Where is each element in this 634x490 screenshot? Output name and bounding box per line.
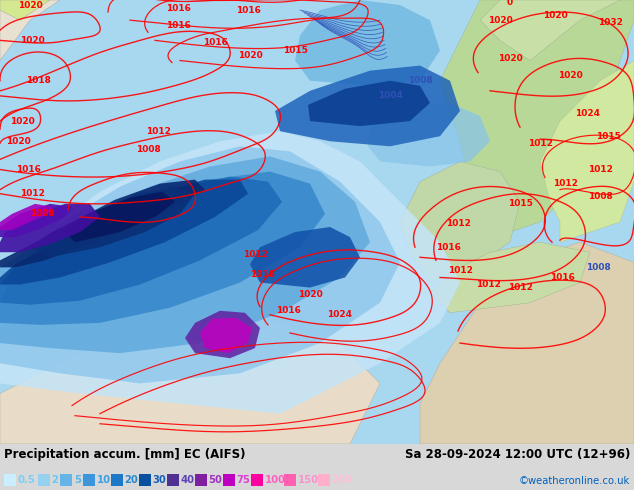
- Text: 1016: 1016: [550, 273, 574, 282]
- Polygon shape: [0, 131, 460, 414]
- Text: 2: 2: [51, 475, 58, 485]
- Text: 1008: 1008: [586, 263, 611, 272]
- Text: 30: 30: [153, 475, 166, 485]
- Text: 1008: 1008: [408, 76, 432, 85]
- Text: 1012: 1012: [243, 250, 268, 259]
- Bar: [223, 474, 235, 486]
- Text: 1016: 1016: [16, 165, 41, 174]
- Text: 20: 20: [124, 475, 138, 485]
- Text: 1015: 1015: [283, 46, 307, 55]
- Text: 1016: 1016: [202, 38, 228, 47]
- Text: 1016: 1016: [165, 21, 190, 30]
- Polygon shape: [30, 187, 195, 257]
- Text: 1015: 1015: [595, 132, 621, 141]
- Text: 1016: 1016: [165, 3, 190, 13]
- Bar: [110, 474, 122, 486]
- Text: 1012: 1012: [508, 283, 533, 292]
- Text: ©weatheronline.co.uk: ©weatheronline.co.uk: [519, 476, 630, 486]
- Text: 1018: 1018: [25, 76, 51, 85]
- Text: 1016: 1016: [236, 5, 261, 15]
- Text: 1016: 1016: [436, 243, 460, 252]
- Text: 1020: 1020: [18, 0, 42, 9]
- Text: 0.5: 0.5: [18, 475, 36, 485]
- Text: 200: 200: [332, 475, 352, 485]
- Polygon shape: [0, 172, 325, 325]
- Polygon shape: [400, 161, 520, 283]
- Text: 0: 0: [507, 0, 513, 6]
- Text: 1024: 1024: [576, 108, 600, 118]
- Polygon shape: [62, 192, 175, 242]
- Text: 1016: 1016: [250, 270, 275, 279]
- Polygon shape: [420, 242, 634, 444]
- Text: 1012: 1012: [446, 220, 470, 228]
- Polygon shape: [0, 176, 282, 305]
- Polygon shape: [0, 180, 248, 285]
- Text: 1012: 1012: [476, 280, 500, 289]
- Polygon shape: [0, 204, 100, 252]
- Text: 1024: 1024: [328, 310, 353, 319]
- Text: 75: 75: [236, 475, 250, 485]
- Text: 1004: 1004: [378, 91, 403, 100]
- Bar: [318, 474, 330, 486]
- Text: 1020: 1020: [488, 16, 512, 24]
- Text: 1008: 1008: [588, 192, 612, 201]
- Text: 1012: 1012: [20, 189, 44, 198]
- Text: 1032: 1032: [598, 18, 623, 26]
- Bar: [82, 474, 94, 486]
- Text: 1020: 1020: [20, 36, 44, 45]
- Text: 1020: 1020: [498, 54, 522, 63]
- Text: 1012: 1012: [448, 266, 472, 275]
- Polygon shape: [0, 204, 52, 230]
- Polygon shape: [185, 311, 260, 358]
- Text: 1016: 1016: [276, 306, 301, 315]
- Text: 5: 5: [74, 475, 81, 485]
- Bar: [138, 474, 150, 486]
- Bar: [195, 474, 207, 486]
- Bar: [284, 474, 296, 486]
- Polygon shape: [308, 81, 430, 126]
- Text: Precipitation accum. [mm] EC (AIFS): Precipitation accum. [mm] EC (AIFS): [4, 448, 245, 461]
- Text: 1008: 1008: [136, 145, 160, 154]
- Text: Sa 28-09-2024 12:00 UTC (12+96): Sa 28-09-2024 12:00 UTC (12+96): [404, 448, 630, 461]
- Polygon shape: [368, 103, 490, 167]
- Polygon shape: [440, 0, 634, 242]
- Text: 150: 150: [298, 475, 319, 485]
- Text: 1020: 1020: [543, 11, 567, 20]
- Polygon shape: [0, 204, 72, 237]
- Text: 1012: 1012: [553, 179, 578, 188]
- Polygon shape: [0, 147, 400, 383]
- Polygon shape: [0, 180, 205, 268]
- Text: 1008: 1008: [30, 209, 55, 219]
- Polygon shape: [0, 0, 50, 20]
- Text: 1020: 1020: [238, 51, 262, 60]
- Polygon shape: [0, 313, 380, 444]
- Text: 50: 50: [209, 475, 223, 485]
- Text: 1015: 1015: [508, 199, 533, 208]
- Polygon shape: [250, 227, 360, 288]
- Bar: [167, 474, 179, 486]
- Text: 1020: 1020: [6, 137, 30, 146]
- Text: 1012: 1012: [588, 165, 612, 174]
- Text: 1012: 1012: [527, 139, 552, 148]
- Text: 1020: 1020: [297, 290, 322, 299]
- Polygon shape: [295, 0, 440, 86]
- Text: 100: 100: [264, 475, 285, 485]
- Polygon shape: [540, 61, 634, 242]
- Text: 40: 40: [181, 475, 195, 485]
- Polygon shape: [430, 242, 590, 313]
- Bar: [4, 474, 16, 486]
- Polygon shape: [275, 66, 460, 147]
- Polygon shape: [200, 318, 252, 353]
- Bar: [250, 474, 262, 486]
- Text: 1012: 1012: [146, 126, 171, 136]
- Text: 10: 10: [96, 475, 110, 485]
- Bar: [60, 474, 72, 486]
- Polygon shape: [0, 156, 370, 353]
- Bar: [37, 474, 49, 486]
- Polygon shape: [0, 0, 60, 61]
- Polygon shape: [480, 0, 620, 61]
- Text: 1020: 1020: [10, 117, 34, 125]
- Text: 1020: 1020: [558, 71, 583, 80]
